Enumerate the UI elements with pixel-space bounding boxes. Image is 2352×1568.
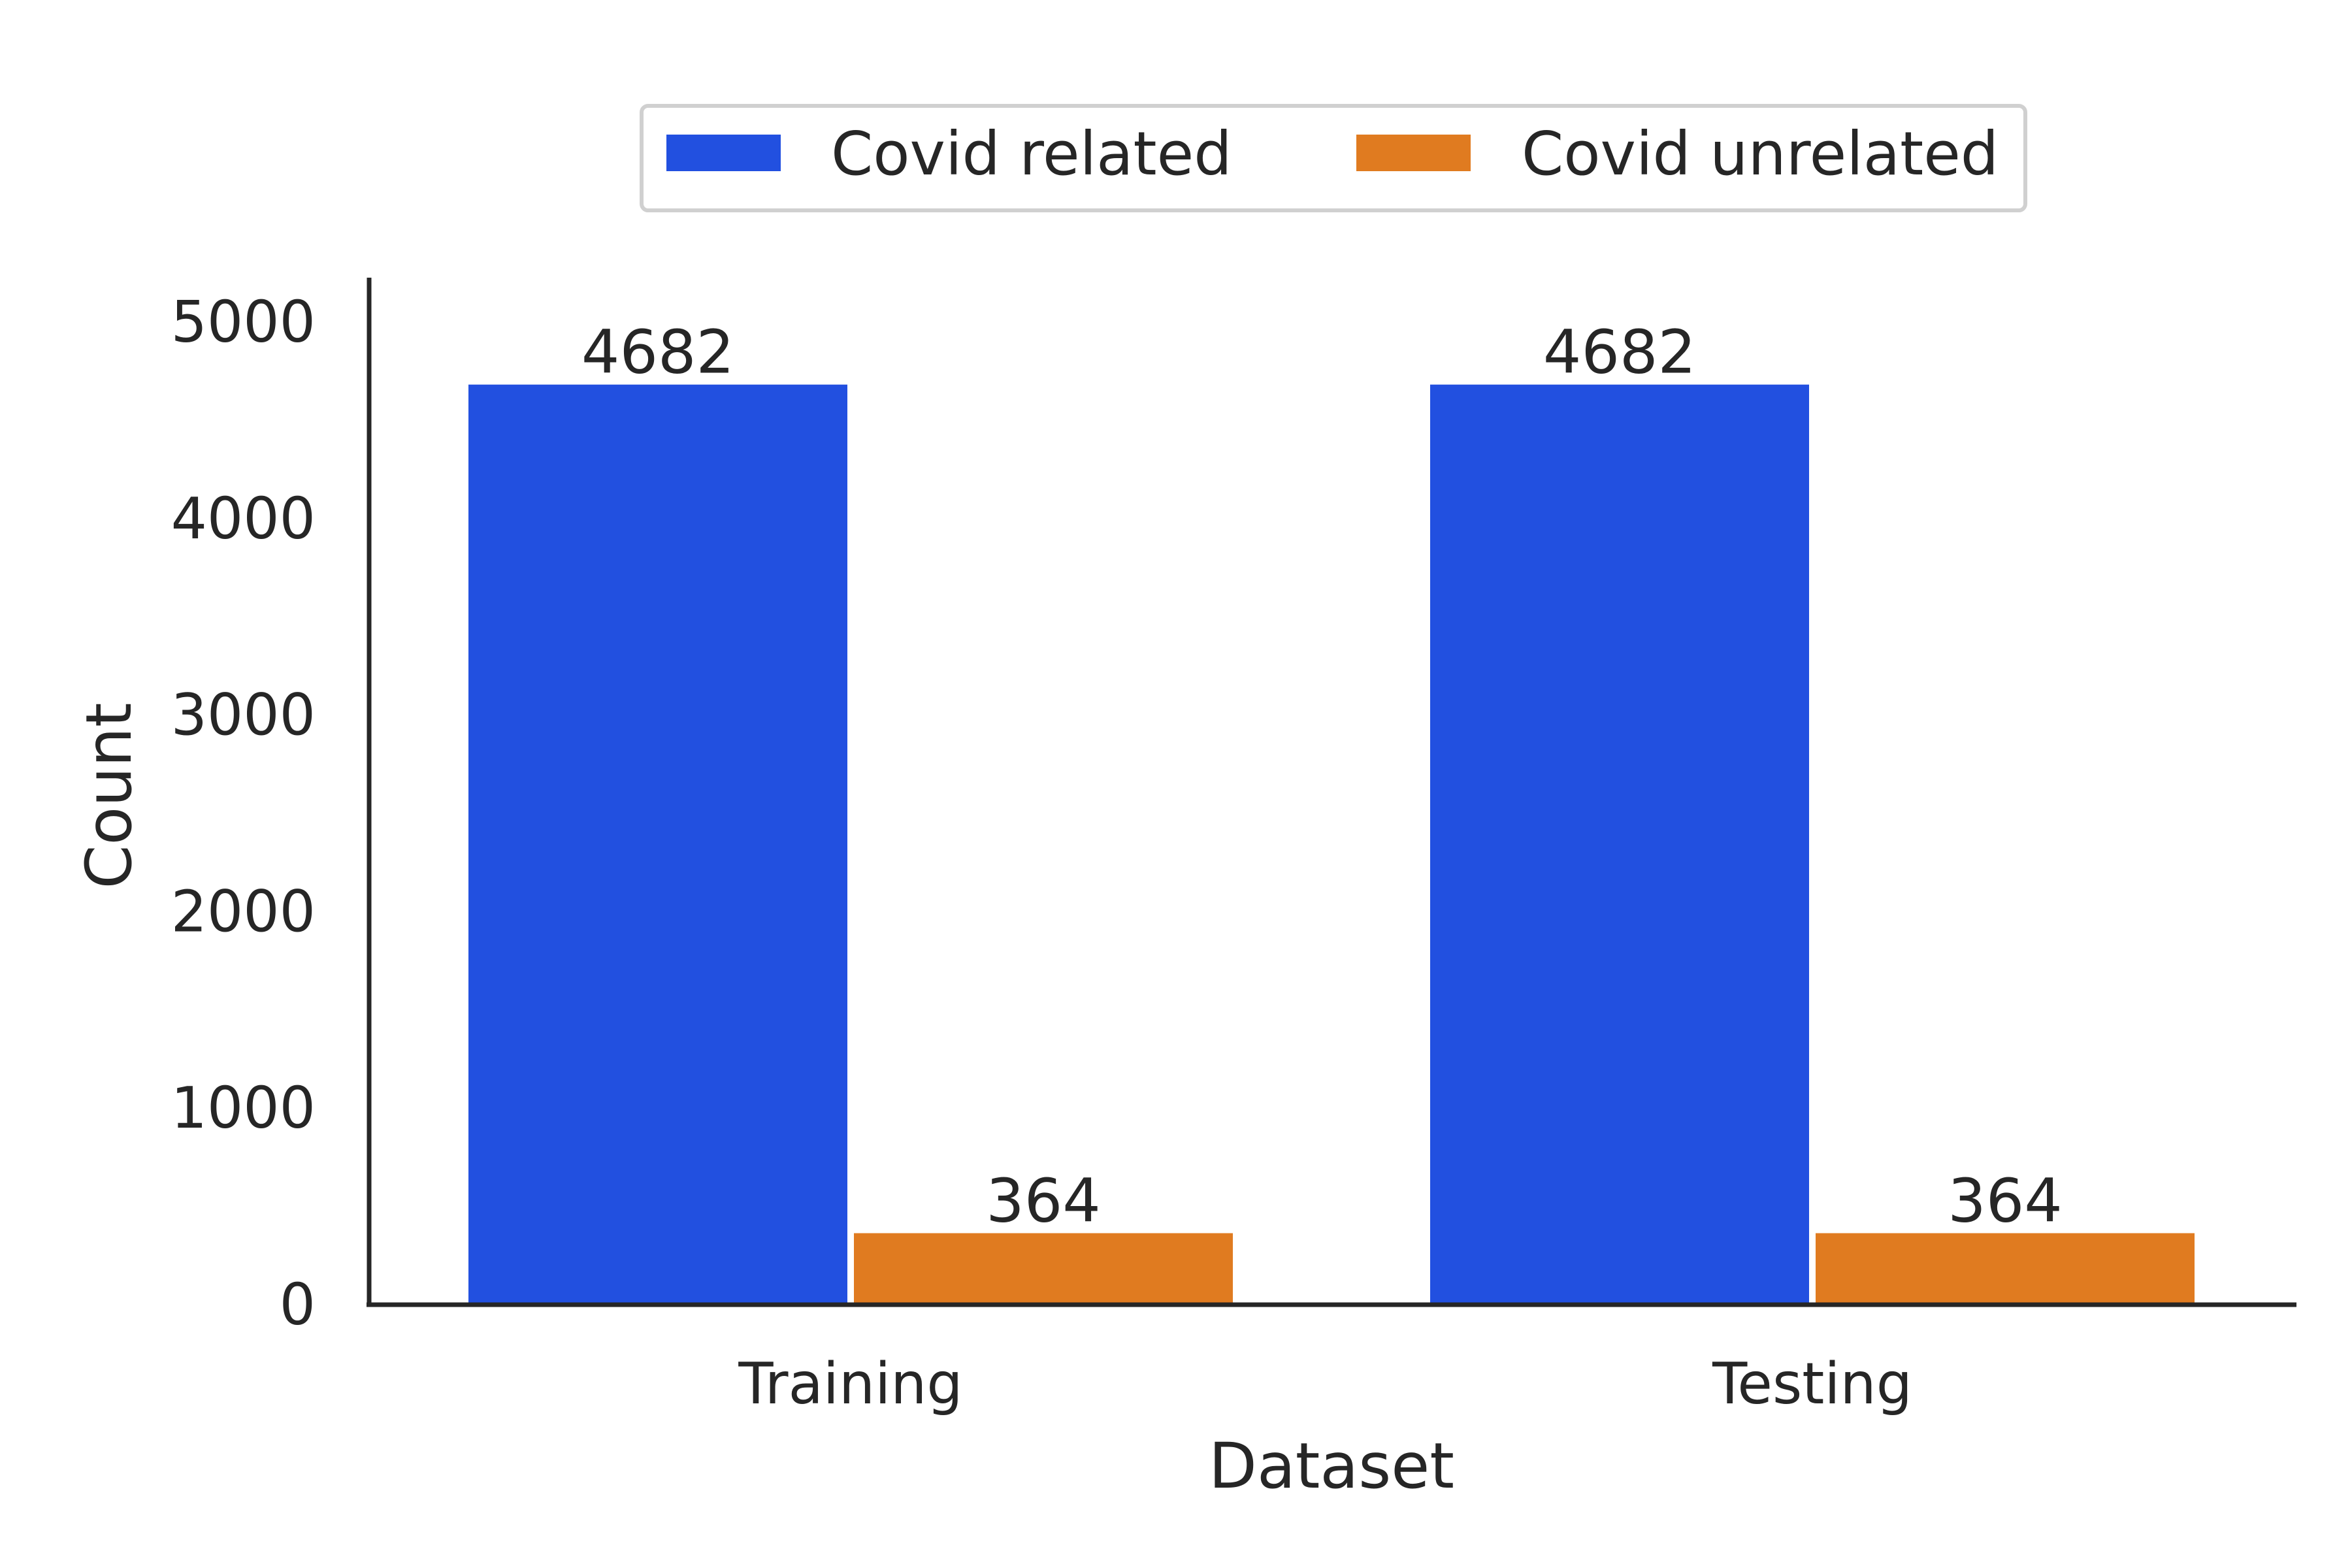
- bar-training-covid-related: [468, 384, 847, 1305]
- legend-swatch-covid-unrelated: [1356, 135, 1471, 171]
- data-label: 4682: [1543, 318, 1696, 387]
- legend-label-covid-unrelated: Covid unrelated: [1522, 119, 1999, 189]
- data-label: 364: [986, 1166, 1101, 1236]
- y-tick-label: 5000: [171, 289, 316, 355]
- data-label: 364: [1948, 1166, 2063, 1236]
- legend: Covid related Covid unrelated: [640, 104, 2027, 212]
- legend-swatch-covid-related: [666, 135, 781, 171]
- legend-frame: [640, 104, 2027, 212]
- x-axis-title: Dataset: [1209, 1429, 1454, 1503]
- y-tick-label: 1000: [171, 1075, 316, 1141]
- data-labels-group: 4682 364 4682 364: [581, 318, 2063, 1236]
- y-tick-label: 4000: [171, 485, 316, 552]
- y-tick-label: 0: [280, 1271, 316, 1338]
- bar-testing-covid-related: [1430, 384, 1809, 1305]
- x-tick-label-training: Training: [738, 1350, 962, 1417]
- bars-group: [468, 384, 2195, 1305]
- y-tick-label: 2000: [171, 878, 316, 945]
- y-tick-labels: 0 1000 2000 3000 4000 5000: [171, 289, 316, 1338]
- y-axis-title: Count: [73, 702, 146, 889]
- x-tick-label-testing: Testing: [1712, 1350, 1912, 1417]
- bar-training-covid-unrelated: [854, 1233, 1233, 1305]
- bar-testing-covid-unrelated: [1816, 1233, 2195, 1305]
- y-tick-label: 3000: [171, 682, 316, 749]
- data-label: 4682: [581, 318, 734, 387]
- legend-label-covid-related: Covid related: [831, 119, 1232, 189]
